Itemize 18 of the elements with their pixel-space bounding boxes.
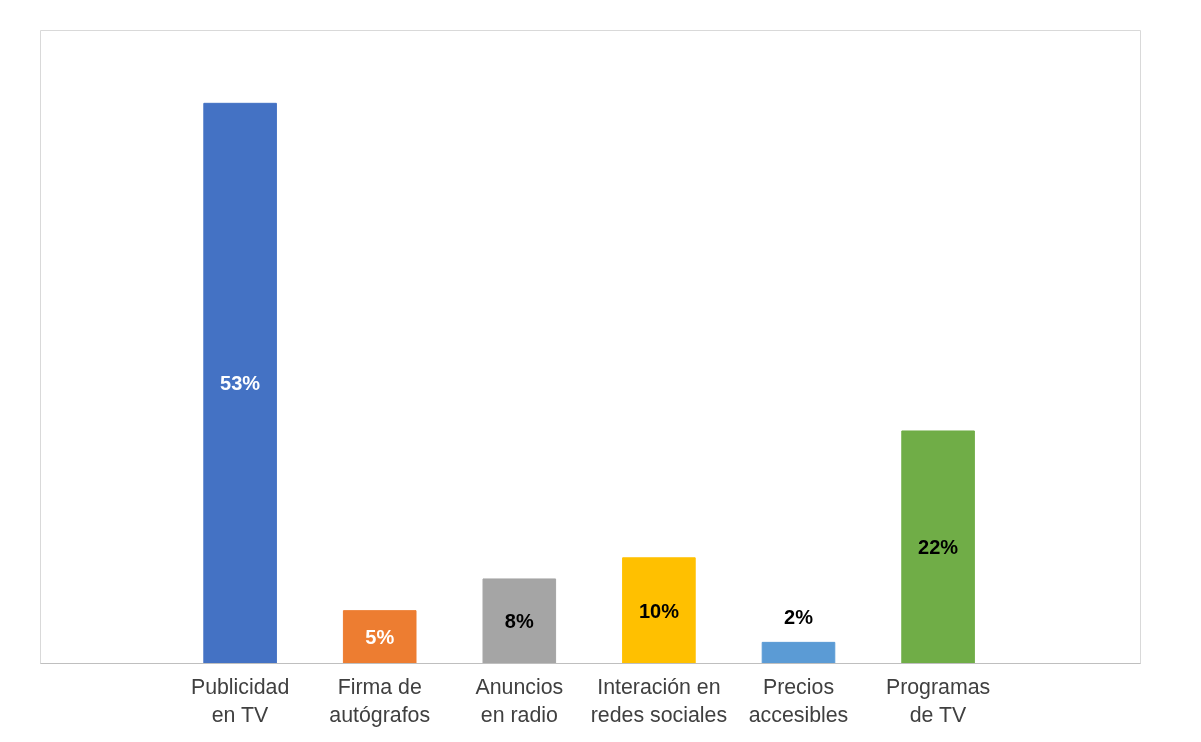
bar	[901, 430, 975, 664]
x-tick-label: Interación en redes sociales	[590, 674, 728, 728]
bar	[203, 102, 277, 664]
x-tick-label: Anuncios en radio	[475, 674, 564, 728]
bar	[622, 557, 696, 664]
data-label: 22%	[918, 536, 959, 559]
data-label: 53%	[220, 372, 261, 395]
bar	[761, 641, 836, 664]
x-tick-label: Precios accesibles	[748, 674, 849, 728]
x-tick-label: Programas de TV	[885, 674, 991, 728]
data-label: 5%	[365, 626, 395, 649]
bar	[342, 610, 417, 664]
x-tick-label: Publicidad en TV	[190, 674, 290, 728]
bar	[482, 578, 557, 664]
data-label: 2%	[784, 606, 814, 629]
x-tick-label: Firma de autógrafos	[329, 674, 431, 728]
data-label: 8%	[504, 610, 534, 633]
data-label: 10%	[638, 599, 680, 622]
